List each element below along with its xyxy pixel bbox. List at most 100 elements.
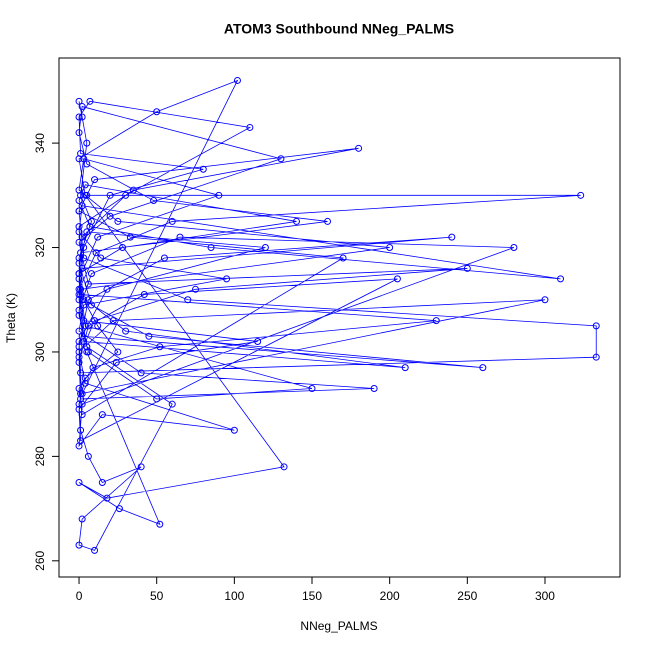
data-point xyxy=(168,217,176,225)
data-point xyxy=(80,296,88,304)
y-tick-label: 260 xyxy=(33,550,47,570)
data-point xyxy=(97,254,105,262)
data-point xyxy=(280,463,288,471)
data-point xyxy=(75,541,83,549)
data-point xyxy=(81,191,89,199)
x-tick-label: 150 xyxy=(302,589,322,603)
data-point xyxy=(393,275,401,283)
data-point xyxy=(233,76,241,84)
y-axis-label: Theta (K) xyxy=(4,293,18,343)
data-point xyxy=(77,437,85,445)
y-tick-label: 300 xyxy=(33,342,47,362)
data-point xyxy=(83,160,91,168)
data-point xyxy=(77,249,85,257)
data-point xyxy=(87,301,95,309)
data-point xyxy=(145,332,153,340)
data-point xyxy=(75,270,83,278)
data-point xyxy=(156,343,164,351)
data-point xyxy=(510,244,518,252)
data-point xyxy=(83,348,91,356)
data-point xyxy=(432,317,440,325)
data-point xyxy=(75,129,83,137)
data-point xyxy=(78,103,86,111)
data-point xyxy=(448,233,456,241)
data-point xyxy=(463,264,471,272)
data-point xyxy=(81,181,89,189)
data-point xyxy=(75,478,83,486)
chart-title: ATOM3 Southbound NNeg_PALMS xyxy=(224,21,454,37)
data-point xyxy=(98,478,106,486)
data-point xyxy=(91,546,99,554)
data-point xyxy=(370,385,378,393)
data-point xyxy=(86,223,94,231)
data-point xyxy=(199,165,207,173)
data-point xyxy=(78,515,86,523)
data-point xyxy=(292,217,300,225)
data-point xyxy=(119,244,127,252)
data-point xyxy=(541,296,549,304)
data-point xyxy=(103,494,111,502)
data-point xyxy=(75,228,83,236)
x-tick-label: 300 xyxy=(535,589,555,603)
data-point xyxy=(592,322,600,330)
data-point xyxy=(78,411,86,419)
data-point xyxy=(94,322,102,330)
data-point xyxy=(106,191,114,199)
data-point xyxy=(479,364,487,372)
data-point xyxy=(75,306,83,314)
data-point xyxy=(114,217,122,225)
data-point xyxy=(75,405,83,413)
data-point xyxy=(80,244,88,252)
data-point xyxy=(176,233,184,241)
data-point xyxy=(129,186,137,194)
data-point xyxy=(122,191,130,199)
data-point xyxy=(246,123,254,131)
data-point xyxy=(75,385,83,393)
data-point xyxy=(401,364,409,372)
data-point xyxy=(89,364,97,372)
data-point xyxy=(75,223,83,231)
data-point xyxy=(75,311,83,319)
data-point xyxy=(75,186,83,194)
data-point xyxy=(592,353,600,361)
data-point xyxy=(106,212,114,220)
data-point xyxy=(109,317,117,325)
data-point xyxy=(75,275,83,283)
data-point xyxy=(83,228,91,236)
data-point xyxy=(308,385,316,393)
x-tick-label: 100 xyxy=(224,589,244,603)
data-point xyxy=(122,327,130,335)
x-tick-label: 250 xyxy=(457,589,477,603)
data-point xyxy=(78,113,86,121)
data-point xyxy=(112,358,120,366)
data-point xyxy=(277,155,285,163)
data-point xyxy=(192,285,200,293)
data-point xyxy=(261,244,269,252)
data-point xyxy=(75,97,83,105)
data-point xyxy=(137,369,145,377)
data-point xyxy=(355,144,363,152)
data-point xyxy=(75,238,83,246)
data-point xyxy=(77,426,85,434)
data-point xyxy=(98,411,106,419)
data-point xyxy=(324,217,332,225)
data-point xyxy=(160,254,168,262)
data-point xyxy=(75,259,83,267)
data-point xyxy=(84,280,92,288)
data-point xyxy=(150,197,158,205)
data-point xyxy=(153,108,161,116)
data-point xyxy=(557,275,565,283)
y-tick-label: 320 xyxy=(33,237,47,257)
data-point xyxy=(75,343,83,351)
data-point xyxy=(75,348,83,356)
data-point xyxy=(184,296,192,304)
data-point xyxy=(84,322,92,330)
data-point xyxy=(339,254,347,262)
data-point xyxy=(114,348,122,356)
data-point xyxy=(78,264,86,272)
data-point xyxy=(80,254,88,262)
data-point xyxy=(80,155,88,163)
data-point xyxy=(91,317,99,325)
